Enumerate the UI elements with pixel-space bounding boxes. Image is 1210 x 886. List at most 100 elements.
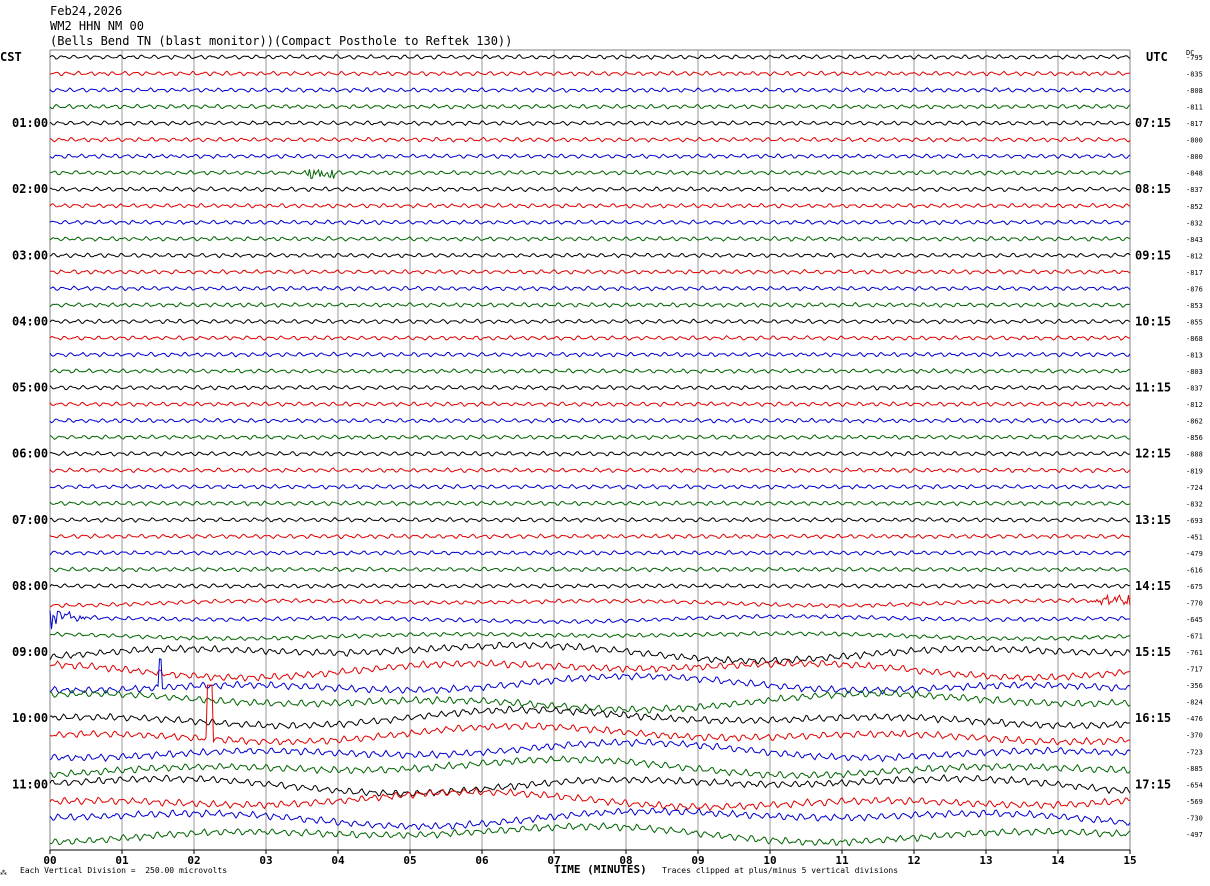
- dc-offset-46: -730: [1186, 814, 1203, 822]
- x-axis-ticks: 00 01 02 03 04 05 06 07 08 09 10 11 12 13 14 15: [43, 850, 1137, 867]
- dc-offset-5: -800: [1186, 137, 1203, 145]
- dc-offset-9: -852: [1186, 203, 1203, 211]
- dc-offset-43: -885: [1186, 765, 1203, 773]
- right-hour-label-8: 15:15: [1135, 645, 1171, 659]
- trace-row-27: [49, 500, 1131, 507]
- x-tick-label-6: 06: [475, 854, 489, 867]
- dc-offset-39: -824: [1186, 699, 1203, 707]
- left-hour-labels: 01:00 02:00 03:00 04:00 05:00 06:00 07:00 08:00…: [12, 116, 48, 791]
- trace-row-2: [49, 87, 1131, 93]
- dc-offset-36: -761: [1186, 649, 1203, 657]
- trace-row-26: [49, 483, 1131, 490]
- plot-date: Feb24,2026: [50, 4, 123, 18]
- minute-gridlines: [49, 49, 1131, 851]
- dc-offset-10: -832: [1186, 219, 1203, 227]
- trace-row-37: [49, 659, 1131, 682]
- logo-mark: ⁂: [0, 869, 7, 877]
- dc-offset-7: -848: [1186, 170, 1203, 178]
- dc-offset-2: -808: [1186, 87, 1203, 95]
- dc-offset-27: -832: [1186, 500, 1203, 508]
- right-hour-label-3: 10:15: [1135, 314, 1171, 328]
- dc-offset-29: -451: [1186, 533, 1203, 541]
- dc-offset-45: -569: [1186, 798, 1203, 806]
- trace-row-4: [49, 120, 1131, 127]
- right-hour-label-10: 17:15: [1135, 777, 1171, 791]
- trace-row-32: [49, 583, 1131, 589]
- trace-row-9: [49, 202, 1131, 209]
- trace-row-30: [49, 549, 1131, 556]
- dc-offset-31: -616: [1186, 566, 1203, 574]
- trace-row-3: [49, 103, 1131, 110]
- right-hour-label-1: 08:15: [1135, 182, 1171, 196]
- trace-row-23: [49, 434, 1131, 441]
- left-hour-label-0: 01:00: [12, 116, 48, 130]
- trace-row-19: [49, 368, 1131, 374]
- dc-offset-42: -723: [1186, 748, 1203, 756]
- dc-offset-header: DC: [1186, 49, 1195, 57]
- left-hour-label-1: 02:00: [12, 182, 48, 196]
- dc-offset-44: -654: [1186, 781, 1203, 789]
- trace-row-21: [49, 401, 1131, 408]
- dc-offset-15: -853: [1186, 302, 1203, 310]
- dc-offset-8: -837: [1186, 186, 1203, 194]
- dc-offset-25: -819: [1186, 467, 1203, 475]
- trace-row-24: [49, 450, 1131, 457]
- trace-row-5: [49, 136, 1131, 143]
- dc-offset-40: -476: [1186, 715, 1203, 723]
- trace-row-29: [49, 533, 1131, 540]
- dc-offset-3: -811: [1186, 104, 1203, 112]
- trace-row-25: [49, 467, 1131, 474]
- x-tick-label-3: 03: [259, 854, 272, 867]
- trace-row-22: [49, 417, 1131, 424]
- dc-offset-24: -888: [1186, 451, 1203, 459]
- x-tick-label-8: 08: [619, 854, 632, 867]
- dc-offset-19: -803: [1186, 368, 1203, 376]
- dc-offset-22: -862: [1186, 418, 1203, 426]
- left-hour-label-6: 07:00: [12, 513, 48, 527]
- dc-offset-14: -876: [1186, 285, 1203, 293]
- dc-offset-23: -856: [1186, 434, 1203, 442]
- trace-row-36: [49, 641, 1131, 665]
- trace-row-46: [49, 807, 1131, 831]
- dc-offset-33: -770: [1186, 599, 1203, 607]
- right-hour-label-0: 07:15: [1135, 116, 1171, 130]
- x-axis-title: TIME (MINUTES): [554, 863, 647, 876]
- left-hour-label-10: 11:00: [12, 777, 48, 791]
- dc-offset-1: -835: [1186, 71, 1203, 79]
- left-hour-label-8: 09:00: [12, 645, 48, 659]
- trace-row-0: [49, 54, 1131, 60]
- left-hour-label-7: 08:00: [12, 579, 48, 593]
- x-tick-label-14: 14: [1051, 854, 1065, 867]
- trace-row-1: [49, 70, 1131, 77]
- trace-row-38: [49, 658, 1131, 695]
- dc-offset-11: -843: [1186, 236, 1203, 244]
- trace-row-15: [49, 301, 1131, 308]
- right-hour-label-5: 12:15: [1135, 447, 1171, 461]
- dc-offset-30: -479: [1186, 550, 1203, 558]
- trace-row-43: [49, 755, 1131, 780]
- x-tick-label-15: 15: [1123, 854, 1136, 867]
- dc-offset-18: -813: [1186, 352, 1203, 360]
- left-hour-label-3: 04:00: [12, 314, 48, 328]
- dc-offset-28: -693: [1186, 517, 1203, 525]
- trace-row-6: [49, 153, 1131, 160]
- dc-offset-35: -671: [1186, 633, 1203, 641]
- trace-row-33: [49, 593, 1131, 609]
- right-timezone-label: UTC: [1146, 50, 1168, 64]
- trace-row-40: [49, 705, 1131, 730]
- dc-offset-32: -675: [1186, 583, 1203, 591]
- right-hour-label-2: 09:15: [1135, 248, 1171, 262]
- dc-offset-0: -795: [1186, 54, 1203, 62]
- dc-offset-17: -868: [1186, 335, 1203, 343]
- dc-offset-37: -717: [1186, 666, 1203, 674]
- scale-note: Each Vertical Division = 250.00 microvol…: [20, 866, 228, 875]
- left-hour-label-9: 10:00: [12, 711, 48, 725]
- trace-row-35: [49, 630, 1131, 642]
- dc-offset-6: -800: [1186, 153, 1203, 161]
- x-tick-label-2: 02: [187, 854, 200, 867]
- x-tick-label-13: 13: [979, 854, 992, 867]
- trace-row-42: [49, 738, 1131, 763]
- right-hour-label-4: 11:15: [1135, 381, 1171, 395]
- trace-row-13: [50, 268, 1131, 275]
- dc-offset-26: -724: [1186, 484, 1203, 492]
